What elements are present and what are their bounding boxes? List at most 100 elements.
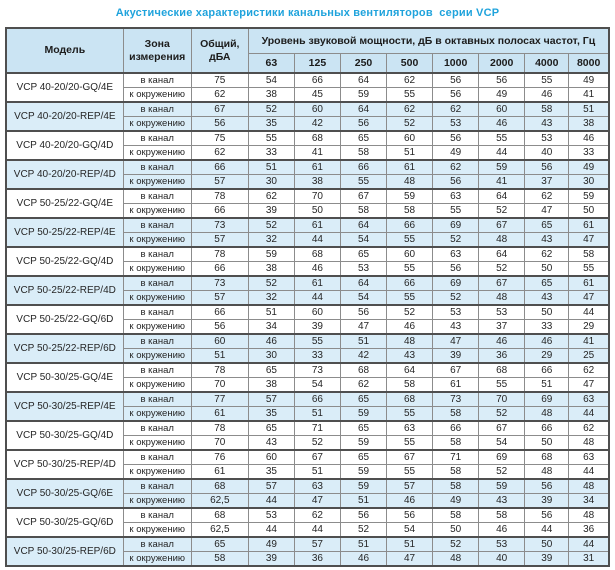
- band-value-500: 68: [386, 391, 434, 407]
- band-value-250: 55: [339, 174, 388, 190]
- band-value-63: 49: [247, 536, 295, 552]
- band-value-500: 55: [386, 290, 434, 306]
- col-header-freq-1000: 1000: [432, 52, 480, 74]
- total-dba-value: 61: [190, 406, 249, 422]
- band-value-2000: 54: [478, 435, 526, 451]
- band-value-250: 51: [339, 536, 388, 552]
- band-value-63: 55: [247, 130, 295, 146]
- band-value-8000: 41: [568, 333, 610, 349]
- model-name: VCP 50-25/22-GQ/4E: [5, 188, 124, 219]
- band-value-500: 55: [386, 464, 434, 480]
- zone-label: в канал: [122, 420, 192, 436]
- band-value-2000: 55: [478, 377, 526, 393]
- band-value-1000: 66: [432, 420, 480, 436]
- band-value-4000: 51: [524, 377, 570, 393]
- band-value-8000: 58: [568, 246, 610, 262]
- band-value-125: 62: [293, 507, 341, 523]
- model-name: VCP 50-25/22-REP/6D: [5, 333, 124, 364]
- band-value-1000: 58: [432, 478, 480, 494]
- zone-label: к окружению: [122, 551, 192, 567]
- band-value-4000: 50: [524, 304, 570, 320]
- table-row: к окружению 70 38 54 62 58 61 55 51 47: [6, 377, 610, 393]
- total-dba-value: 60: [190, 333, 249, 349]
- band-value-8000: 63: [568, 391, 610, 407]
- band-value-1000: 71: [432, 449, 480, 465]
- band-value-8000: 47: [568, 290, 610, 306]
- band-value-8000: 47: [568, 232, 610, 248]
- band-value-4000: 50: [524, 261, 570, 277]
- col-header-freq-63: 63: [247, 52, 295, 74]
- total-dba-value: 78: [190, 246, 249, 262]
- band-value-63: 35: [247, 464, 295, 480]
- band-value-63: 53: [247, 507, 295, 523]
- band-value-125: 68: [293, 130, 341, 146]
- band-value-125: 60: [293, 101, 341, 117]
- zone-label: к окружению: [122, 493, 192, 509]
- table-row: VCP 50-30/25-GQ/4D в канал 78 65 71 65 63 66 67 6…: [5, 420, 610, 451]
- zone-label: в канал: [122, 304, 192, 320]
- band-value-250: 58: [339, 203, 388, 219]
- band-value-125: 54: [293, 377, 341, 393]
- model-name: VCP 50-30/25-REP/6D: [5, 536, 124, 567]
- band-value-8000: 59: [568, 188, 610, 204]
- total-dba-value: 73: [190, 275, 249, 291]
- band-value-8000: 50: [568, 203, 610, 219]
- band-value-250: 54: [339, 290, 388, 306]
- col-header-freq-4000: 4000: [524, 52, 570, 74]
- total-dba-value: 62: [190, 87, 249, 103]
- band-value-63: 52: [247, 217, 295, 233]
- zone-label: к окружению: [122, 174, 192, 190]
- band-value-1000: 39: [432, 348, 480, 364]
- band-value-125: 50: [293, 203, 341, 219]
- band-value-125: 36: [293, 551, 341, 567]
- band-value-500: 62: [386, 101, 434, 117]
- band-value-125: 39: [293, 319, 341, 335]
- band-value-125: 38: [293, 174, 341, 190]
- band-value-8000: 33: [568, 145, 610, 161]
- band-value-125: 42: [293, 116, 341, 132]
- table-row: к окружению 62,5 44 44 52 54 50 46 44 36: [6, 522, 610, 538]
- band-value-250: 64: [339, 217, 388, 233]
- band-value-500: 66: [386, 275, 434, 291]
- band-value-4000: 39: [524, 551, 570, 567]
- table-row: VCP 50-25/22-REP/6D в канал 60 46 55 51 48 47 46…: [5, 333, 610, 364]
- table-row: к окружению 61 35 51 59 55 58 52 48 44: [6, 464, 610, 480]
- band-value-4000: 56: [524, 507, 570, 523]
- band-value-1000: 52: [432, 290, 480, 306]
- band-value-250: 65: [339, 391, 388, 407]
- band-value-125: 73: [293, 362, 341, 378]
- band-value-500: 61: [386, 159, 434, 175]
- band-value-4000: 43: [524, 290, 570, 306]
- total-dba-value: 70: [190, 435, 249, 451]
- band-value-63: 51: [247, 159, 295, 175]
- band-value-63: 39: [247, 203, 295, 219]
- band-value-4000: 37: [524, 174, 570, 190]
- band-value-1000: 61: [432, 377, 480, 393]
- band-value-8000: 31: [568, 551, 610, 567]
- band-value-4000: 53: [524, 130, 570, 146]
- zone-label: в канал: [122, 449, 192, 465]
- zone-label: в канал: [122, 101, 192, 117]
- band-value-1000: 56: [432, 174, 480, 190]
- band-value-4000: 46: [524, 333, 570, 349]
- model-name: VCP 40-20/20-GQ/4D: [5, 130, 124, 161]
- total-dba-value: 78: [190, 420, 249, 436]
- col-header-freq-125: 125: [293, 52, 341, 74]
- band-value-8000: 49: [568, 159, 610, 175]
- band-value-2000: 44: [478, 145, 526, 161]
- table-row: VCP 50-25/22-REP/4D в канал 73 52 61 64 66 69 67…: [5, 275, 610, 306]
- band-value-250: 67: [339, 188, 388, 204]
- band-value-1000: 62: [432, 101, 480, 117]
- band-value-63: 35: [247, 406, 295, 422]
- band-value-2000: 55: [478, 130, 526, 146]
- band-value-500: 59: [386, 188, 434, 204]
- band-value-63: 46: [247, 333, 295, 349]
- band-value-125: 63: [293, 478, 341, 494]
- band-value-125: 66: [293, 72, 341, 88]
- total-dba-value: 57: [190, 232, 249, 248]
- band-value-8000: 46: [568, 130, 610, 146]
- table-row: к окружению 61 35 51 59 55 58 52 48 44: [6, 406, 610, 422]
- band-value-1000: 62: [432, 159, 480, 175]
- band-value-250: 65: [339, 246, 388, 262]
- band-value-250: 65: [339, 420, 388, 436]
